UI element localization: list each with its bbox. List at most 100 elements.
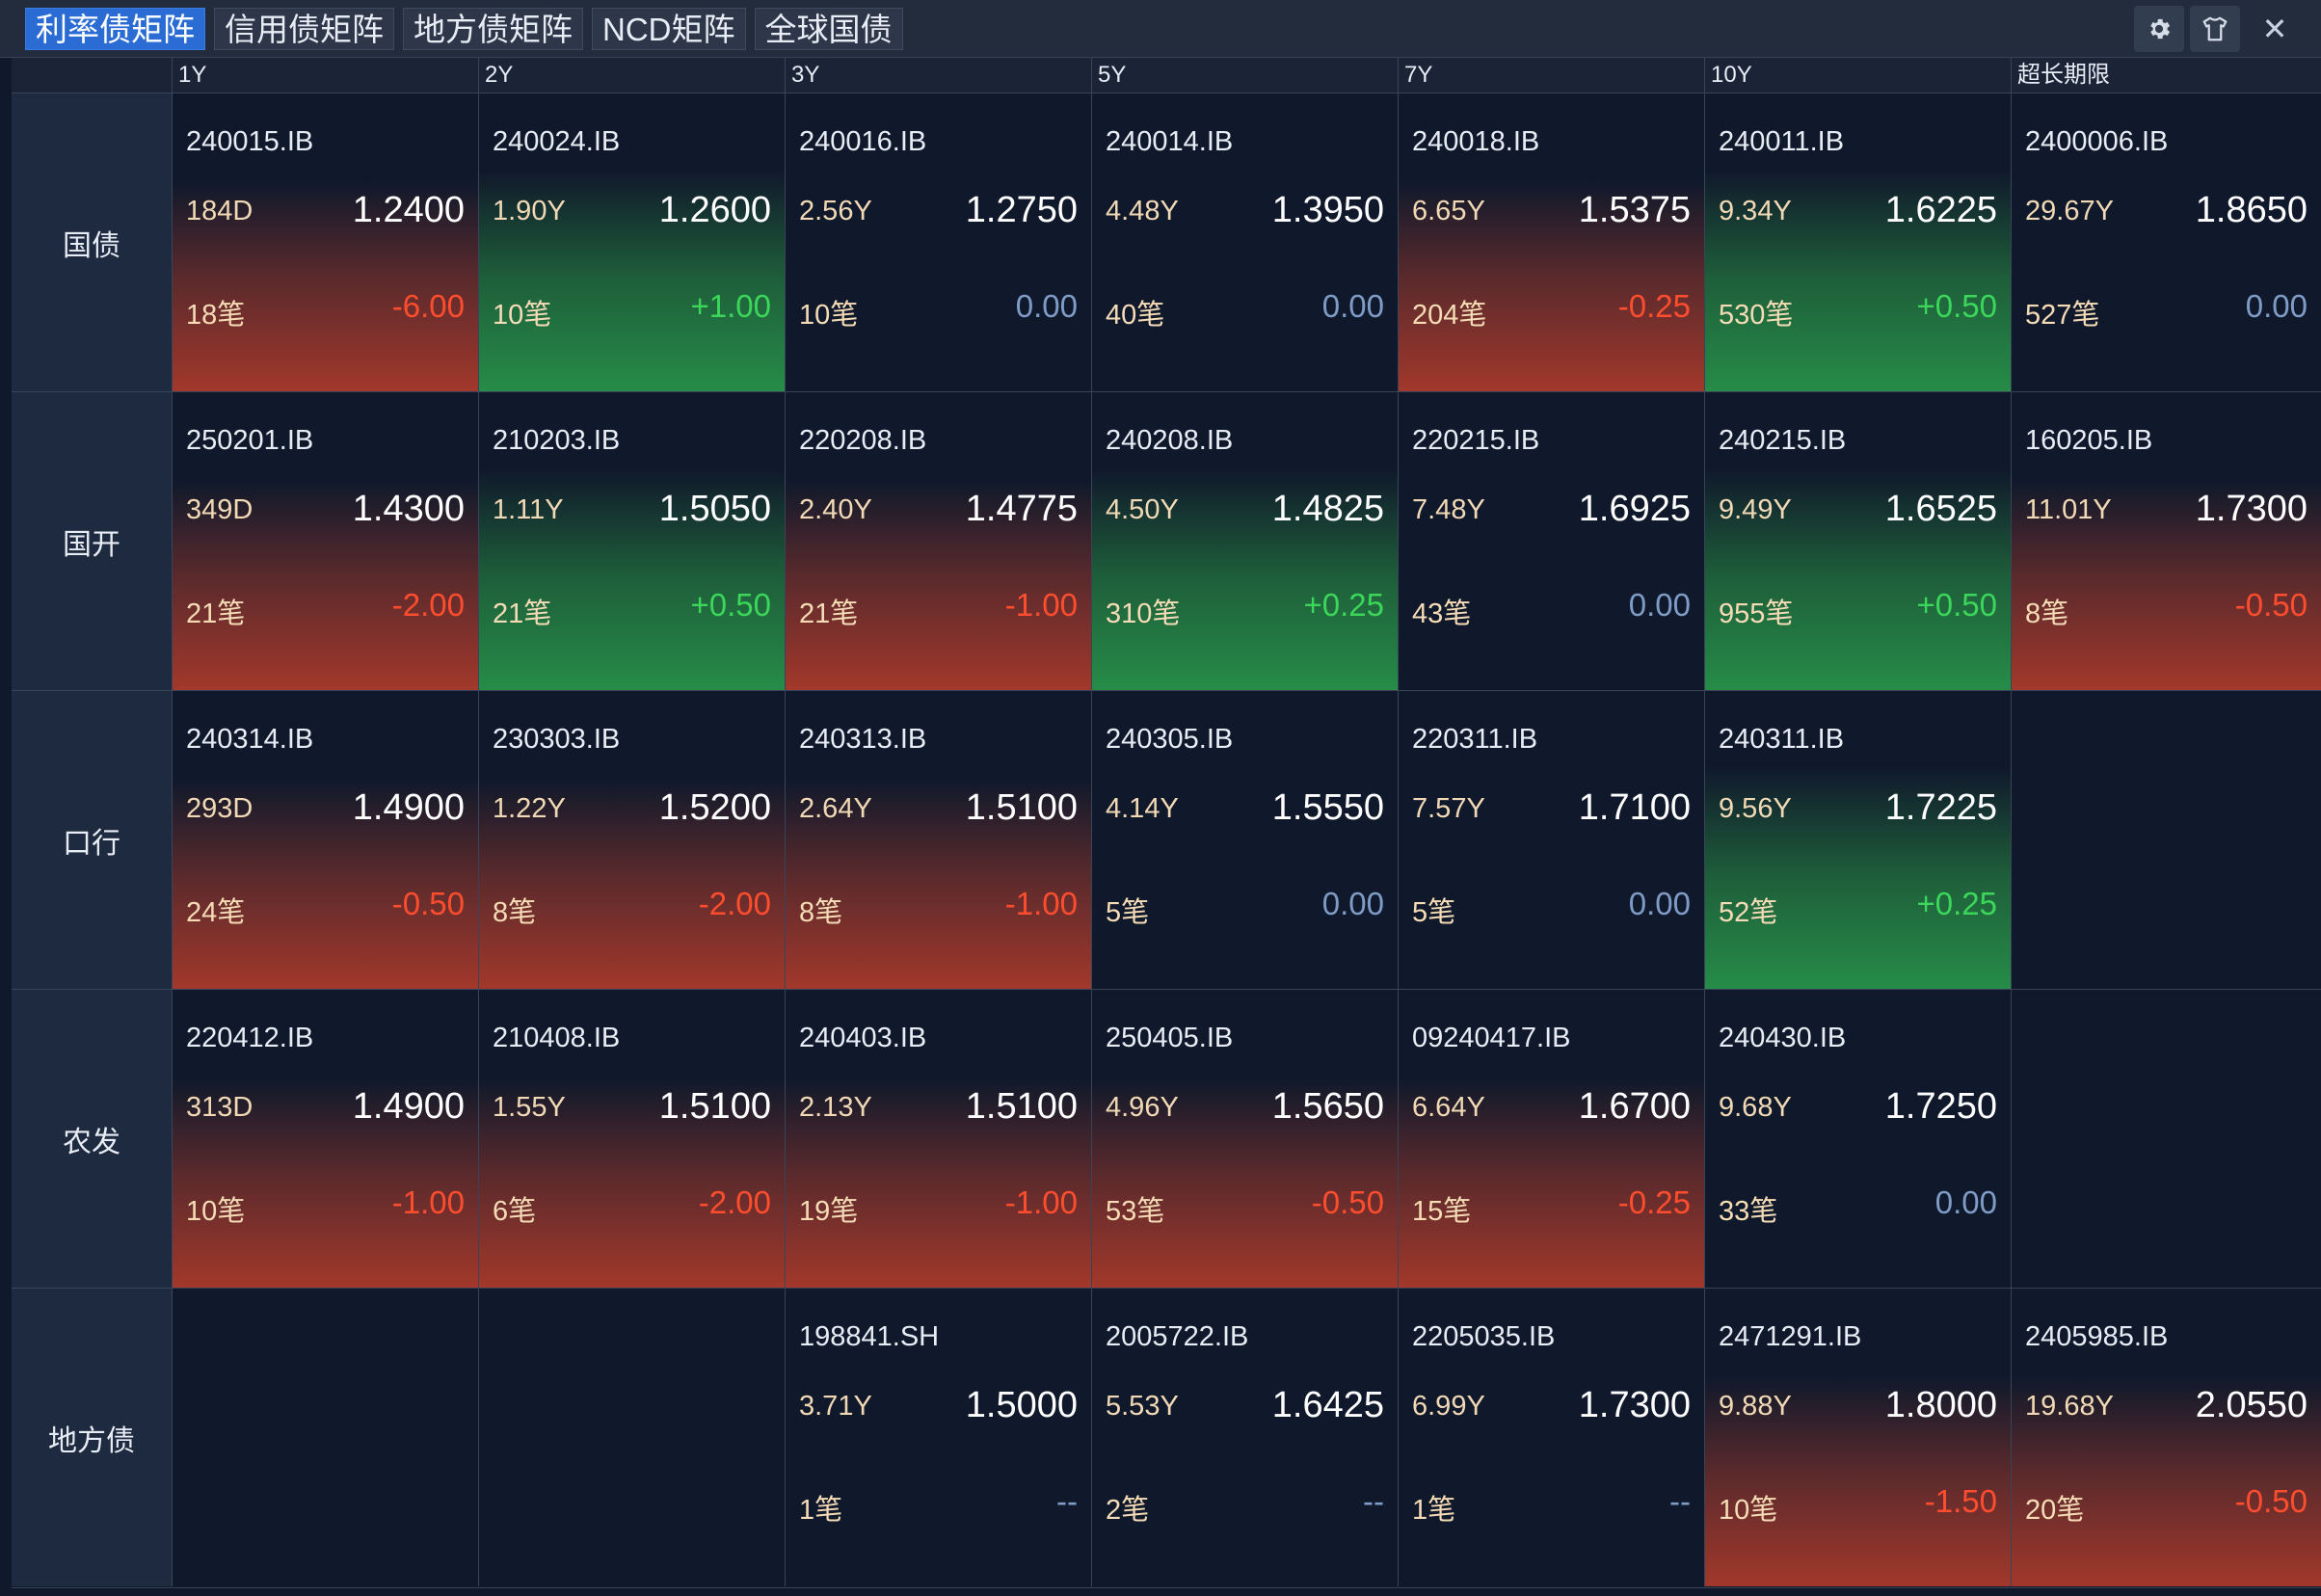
bp-change: 0.00	[2245, 288, 2308, 324]
yield-value: 1.4825	[1271, 489, 1384, 529]
trade-count: 10笔	[186, 1196, 246, 1227]
bond-cell-treasury-3y[interactable]: 240016.IB 2.56Y 1.2750 10笔 0.00	[785, 93, 1091, 391]
bp-change: -2.00	[698, 886, 771, 921]
trade-count: 310笔	[1106, 598, 1181, 629]
bond-code: 240011.IB	[1719, 126, 1845, 157]
bond-code: 220215.IB	[1412, 425, 1540, 456]
bond-cell-local-5y[interactable]: 2005722.IB 5.53Y 1.6425 2笔 --	[1091, 1288, 1398, 1586]
remaining-term: 6.64Y	[1412, 1092, 1485, 1123]
theme-button[interactable]	[2190, 6, 2240, 52]
bp-change: +0.25	[1303, 587, 1385, 623]
trade-count: 955笔	[1719, 598, 1794, 629]
trade-count: 15笔	[1412, 1196, 1472, 1227]
bond-cell-treasury-2y[interactable]: 240024.IB 1.90Y 1.2600 10笔 +1.00	[478, 93, 785, 391]
yield-value: 1.2750	[965, 190, 1078, 230]
bond-cell-exim-10y[interactable]: 240311.IB 9.56Y 1.7225 52笔 +0.25	[1704, 690, 2011, 989]
close-button[interactable]: ✕	[2246, 6, 2304, 52]
trade-count: 53笔	[1106, 1196, 1165, 1227]
bond-cell-cdb-7y[interactable]: 220215.IB 7.48Y 1.6925 43笔 0.00	[1398, 391, 1704, 690]
bond-code: 240015.IB	[186, 126, 314, 157]
yield-value: 1.7100	[1578, 787, 1691, 828]
remaining-term: 2.40Y	[799, 494, 872, 525]
settings-button[interactable]	[2134, 6, 2184, 52]
bond-cell-exim-5y[interactable]: 240305.IB 4.14Y 1.5550 5笔 0.00	[1091, 690, 1398, 989]
tab-credit-bond-matrix[interactable]: 信用债矩阵	[214, 8, 394, 50]
bond-cell-cdb-ultra-long[interactable]: 160205.IB 11.01Y 1.7300 8笔 -0.50	[2011, 391, 2321, 690]
column-header-2y: 2Y	[478, 58, 785, 93]
bp-change: -1.00	[391, 1184, 465, 1220]
bond-cell-adbc-5y[interactable]: 250405.IB 4.96Y 1.5650 53笔 -0.50	[1091, 989, 1398, 1288]
bp-change: --	[1056, 1483, 1078, 1519]
bond-cell-treasury-5y[interactable]: 240014.IB 4.48Y 1.3950 40笔 0.00	[1091, 93, 1398, 391]
tab-global-treasury[interactable]: 全球国债	[754, 8, 903, 50]
remaining-term: 9.56Y	[1719, 793, 1792, 824]
bond-cell-cdb-1y[interactable]: 250201.IB 349D 1.4300 21笔 -2.00	[172, 391, 478, 690]
remaining-term: 9.34Y	[1719, 196, 1792, 226]
yield-value: 1.7300	[1578, 1385, 1691, 1425]
trade-count: 10笔	[493, 300, 552, 331]
bp-change: 0.00	[1015, 288, 1078, 324]
bond-cell-cdb-5y[interactable]: 240208.IB 4.50Y 1.4825 310笔 +0.25	[1091, 391, 1398, 690]
bond-cell-adbc-1y[interactable]: 220412.IB 313D 1.4900 10笔 -1.00	[172, 989, 478, 1288]
remaining-term: 9.88Y	[1719, 1391, 1792, 1422]
bond-cell-cdb-2y[interactable]: 210203.IB 1.11Y 1.5050 21笔 +0.50	[478, 391, 785, 690]
bond-cell-local-3y[interactable]: 198841.SH 3.71Y 1.5000 1笔 --	[785, 1288, 1091, 1586]
bond-code: 240215.IB	[1719, 425, 1847, 456]
yield-value: 1.2600	[658, 190, 771, 230]
bp-change: 0.00	[1934, 1184, 1997, 1220]
bond-cell-exim-1y[interactable]: 240314.IB 293D 1.4900 24笔 -0.50	[172, 690, 478, 989]
bond-cell-local-ultra-long[interactable]: 2405985.IB 19.68Y 2.0550 20笔 -0.50	[2011, 1288, 2321, 1586]
bp-change: +0.50	[1916, 587, 1998, 623]
trade-count: 8笔	[799, 897, 843, 928]
trade-count: 33笔	[1719, 1196, 1778, 1227]
bond-cell-adbc-10y[interactable]: 240430.IB 9.68Y 1.7250 33笔 0.00	[1704, 989, 2011, 1288]
bond-code: 250201.IB	[186, 425, 314, 456]
bond-cell-adbc-3y[interactable]: 240403.IB 2.13Y 1.5100 19笔 -1.00	[785, 989, 1091, 1288]
bond-cell-treasury-1y[interactable]: 240015.IB 184D 1.2400 18笔 -6.00	[172, 93, 478, 391]
bond-cell-treasury-ultra-long[interactable]: 2400006.IB 29.67Y 1.8650 527笔 0.00	[2011, 93, 2321, 391]
bp-change: -0.25	[1617, 1184, 1691, 1220]
yield-value: 1.8000	[1884, 1385, 1997, 1425]
trade-count: 10笔	[1719, 1495, 1778, 1526]
bond-cell-cdb-3y[interactable]: 220208.IB 2.40Y 1.4775 21笔 -1.00	[785, 391, 1091, 690]
bond-cell-adbc-7y[interactable]: 09240417.IB 6.64Y 1.6700 15笔 -0.25	[1398, 989, 1704, 1288]
trade-count: 24笔	[186, 897, 246, 928]
bp-change: 0.00	[1321, 288, 1384, 324]
remaining-term: 9.68Y	[1719, 1092, 1792, 1123]
remaining-term: 19.68Y	[2025, 1391, 2114, 1422]
bond-cell-treasury-10y[interactable]: 240011.IB 9.34Y 1.6225 530笔 +0.50	[1704, 93, 2011, 391]
trade-count: 6笔	[493, 1196, 537, 1227]
yield-value: 1.7250	[1884, 1086, 1997, 1127]
column-header-1y: 1Y	[172, 58, 478, 93]
bond-code: 240305.IB	[1106, 724, 1234, 755]
tab-ncd-matrix[interactable]: NCD矩阵	[592, 8, 746, 50]
remaining-term: 5.53Y	[1106, 1391, 1179, 1422]
tab-rate-bond-matrix[interactable]: 利率债矩阵	[25, 8, 205, 50]
yield-value: 1.2400	[352, 190, 465, 230]
yield-value: 1.4900	[352, 787, 465, 828]
yield-value: 1.4300	[352, 489, 465, 529]
matrix-cell-empty	[478, 1288, 785, 1586]
bond-cell-treasury-7y[interactable]: 240018.IB 6.65Y 1.5375 204笔 -0.25	[1398, 93, 1704, 391]
bond-cell-local-10y[interactable]: 2471291.IB 9.88Y 1.8000 10笔 -1.50	[1704, 1288, 2011, 1586]
trade-count: 21笔	[799, 598, 859, 629]
yield-value: 1.6425	[1271, 1385, 1384, 1425]
trade-count: 40笔	[1106, 300, 1165, 331]
tab-local-bond-matrix[interactable]: 地方债矩阵	[403, 8, 583, 50]
row-header-exim: 口行	[12, 690, 172, 989]
bond-cell-local-7y[interactable]: 2205035.IB 6.99Y 1.7300 1笔 --	[1398, 1288, 1704, 1586]
bond-cell-adbc-2y[interactable]: 210408.IB 1.55Y 1.5100 6笔 -2.00	[478, 989, 785, 1288]
bond-cell-exim-2y[interactable]: 230303.IB 1.22Y 1.5200 8笔 -2.00	[478, 690, 785, 989]
bond-code: 240314.IB	[186, 724, 314, 755]
trade-count: 527笔	[2025, 300, 2100, 331]
bond-cell-exim-3y[interactable]: 240313.IB 2.64Y 1.5100 8笔 -1.00	[785, 690, 1091, 989]
row-header-treasury: 国债	[12, 93, 172, 391]
bond-code: 198841.SH	[799, 1321, 940, 1352]
shirt-icon	[2202, 16, 2228, 41]
yield-value: 1.6225	[1884, 190, 1997, 230]
bond-cell-cdb-10y[interactable]: 240215.IB 9.49Y 1.6525 955笔 +0.50	[1704, 391, 2011, 690]
bond-code: 2205035.IB	[1412, 1321, 1556, 1352]
bond-code: 220412.IB	[186, 1023, 314, 1053]
bond-cell-exim-7y[interactable]: 220311.IB 7.57Y 1.7100 5笔 0.00	[1398, 690, 1704, 989]
